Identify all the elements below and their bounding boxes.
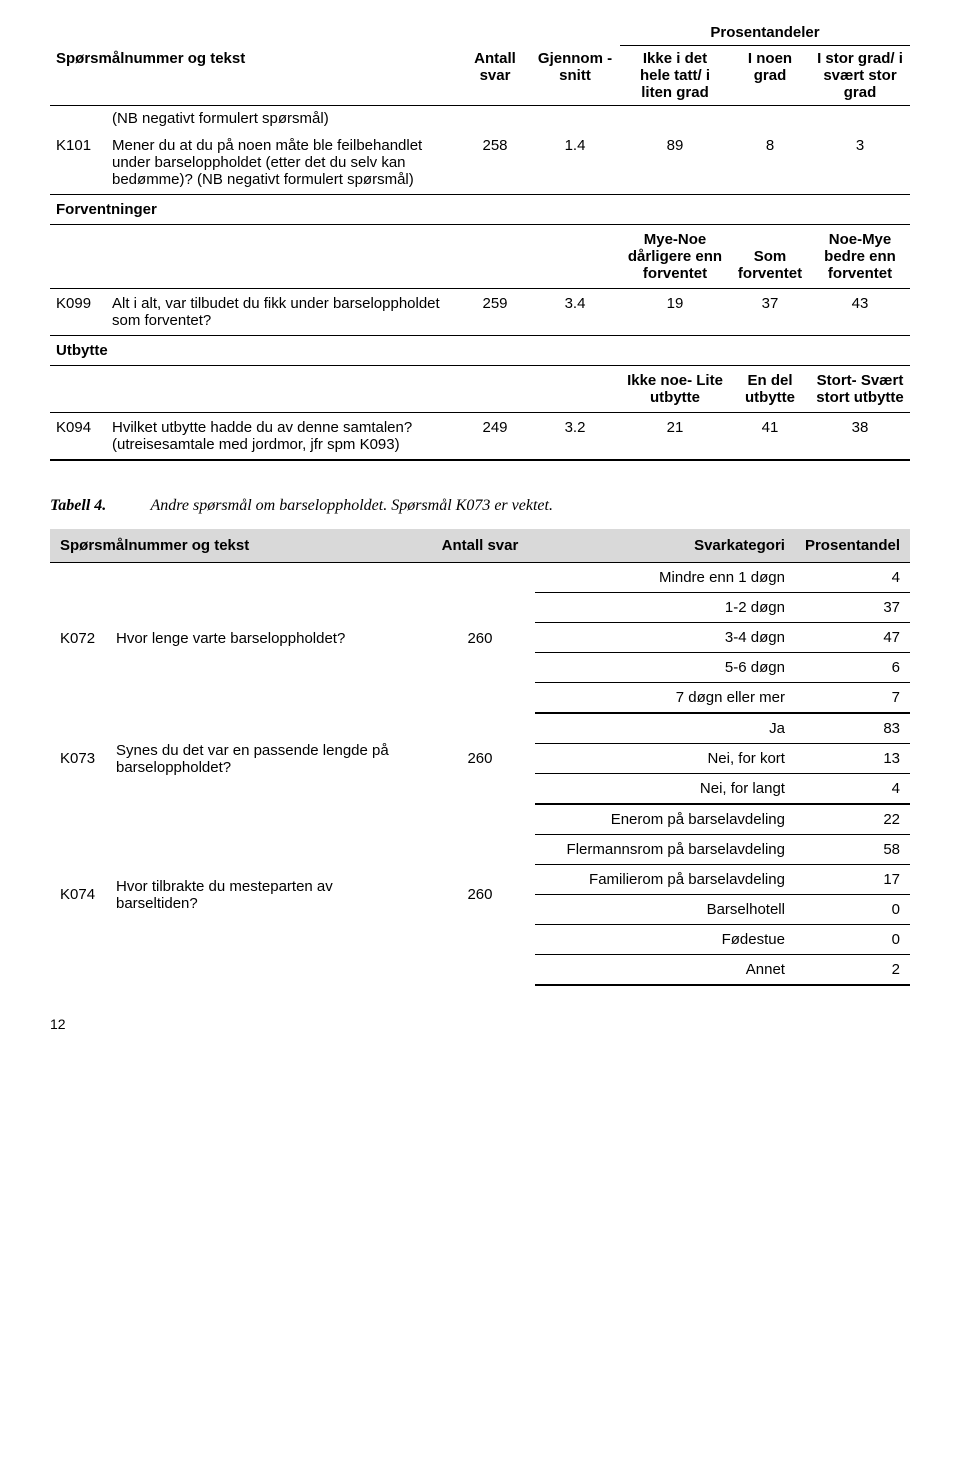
table-row: (NB negativt formulert spørsmål) bbox=[50, 106, 910, 132]
subheader-utbytte: Ikke noe- Lite utbytte En del utbytte St… bbox=[50, 366, 910, 413]
cell-percent: 83 bbox=[795, 713, 910, 744]
table-row: K074 Hvor tilbrakte du mesteparten av ba… bbox=[50, 804, 910, 835]
cell-percent: 22 bbox=[795, 804, 910, 835]
cell-percent: 4 bbox=[795, 563, 910, 593]
page-number: 12 bbox=[50, 1016, 910, 1032]
cell-percent: 7 bbox=[795, 683, 910, 714]
cell-percent: 4 bbox=[795, 774, 910, 805]
table-row: K073 Synes du det var en passende lengde… bbox=[50, 713, 910, 744]
cell-v3: 43 bbox=[810, 289, 910, 336]
cell-antall: 259 bbox=[460, 289, 530, 336]
q-code: K074 bbox=[50, 804, 106, 985]
header-antall: Antall svar bbox=[460, 46, 530, 106]
header-c2: I noen grad bbox=[730, 46, 810, 106]
t2-header-antall: Antall svar bbox=[425, 529, 535, 563]
cell-percent: 47 bbox=[795, 623, 910, 653]
cell-percent: 0 bbox=[795, 925, 910, 955]
cell-snitt: 3.4 bbox=[530, 289, 620, 336]
cell-category: Flermannsrom på barselavdeling bbox=[535, 835, 795, 865]
subhdr-c3: Noe-Mye bedre enn forventet bbox=[810, 225, 910, 289]
q-code: K072 bbox=[50, 563, 106, 714]
q-text: Alt i alt, var tilbudet du fikk under ba… bbox=[106, 289, 460, 336]
subhdr-c2: En del utbytte bbox=[730, 366, 810, 413]
cell-category: 3-4 døgn bbox=[535, 623, 795, 653]
cell-antall: 260 bbox=[425, 804, 535, 985]
cell-category: Ja bbox=[535, 713, 795, 744]
table-other-questions: Spørsmålnummer og tekst Antall svar Svar… bbox=[50, 529, 910, 986]
cell-category: 1-2 døgn bbox=[535, 593, 795, 623]
cell-snitt: 1.4 bbox=[530, 131, 620, 195]
section-utbytte: Utbytte bbox=[50, 336, 910, 366]
table-row: K099 Alt i alt, var tilbudet du fikk und… bbox=[50, 289, 910, 336]
cell-percent: 37 bbox=[795, 593, 910, 623]
q-code: K073 bbox=[50, 713, 106, 804]
section-forventninger: Forventninger bbox=[50, 195, 910, 225]
q-text: Mener du at du på noen måte ble feilbeha… bbox=[106, 131, 460, 195]
subheader-forventninger: Mye-Noe dårligere enn forventet Som forv… bbox=[50, 225, 910, 289]
cell-category: Mindre enn 1 døgn bbox=[535, 563, 795, 593]
q-code: K101 bbox=[50, 131, 106, 195]
section-label: Forventninger bbox=[50, 195, 910, 225]
cell-category: Familierom på barselavdeling bbox=[535, 865, 795, 895]
table-row: K094 Hvilket utbytte hadde du av denne s… bbox=[50, 413, 910, 461]
cell-snitt: 3.2 bbox=[530, 413, 620, 461]
t2-header-kategori: Svarkategori bbox=[535, 529, 795, 563]
cell-category: Barselhotell bbox=[535, 895, 795, 925]
cell-percent: 13 bbox=[795, 744, 910, 774]
table4-caption: Tabell 4. Andre spørsmål om barselopphol… bbox=[50, 497, 910, 515]
cell-percent: 2 bbox=[795, 955, 910, 986]
cell-antall: 260 bbox=[425, 713, 535, 804]
header-c3: I stor grad/ i svært stor grad bbox=[810, 46, 910, 106]
cell-v1: 19 bbox=[620, 289, 730, 336]
cell-percent: 17 bbox=[795, 865, 910, 895]
header-snitt: Gjennom -snitt bbox=[530, 46, 620, 106]
subhdr-c1: Mye-Noe dårligere enn forventet bbox=[620, 225, 730, 289]
cell-v1: 21 bbox=[620, 413, 730, 461]
cell-antall: 260 bbox=[425, 563, 535, 714]
cell-v2: 41 bbox=[730, 413, 810, 461]
cell-antall: 258 bbox=[460, 131, 530, 195]
nb-note: (NB negativt formulert spørsmål) bbox=[106, 106, 460, 132]
cell-percent: 58 bbox=[795, 835, 910, 865]
q-text: Hvor tilbrakte du mesteparten av barselt… bbox=[106, 804, 425, 985]
cell-v1: 89 bbox=[620, 131, 730, 195]
cell-category: Fødestue bbox=[535, 925, 795, 955]
q-code: K094 bbox=[50, 413, 106, 461]
cell-category: 7 døgn eller mer bbox=[535, 683, 795, 714]
q-text: Hvor lenge varte barseloppholdet? bbox=[106, 563, 425, 714]
cell-v2: 8 bbox=[730, 131, 810, 195]
caption-text: Andre spørsmål om barseloppholdet. Spørs… bbox=[150, 497, 552, 514]
subhdr-c2: Som forventet bbox=[730, 225, 810, 289]
cell-percent: 6 bbox=[795, 653, 910, 683]
subhdr-c1: Ikke noe- Lite utbytte bbox=[620, 366, 730, 413]
header-c1: Ikke i det hele tatt/ i liten grad bbox=[620, 46, 730, 106]
cell-v3: 3 bbox=[810, 131, 910, 195]
subhdr-c3: Stort- Svært stort utbytte bbox=[810, 366, 910, 413]
cell-v3: 38 bbox=[810, 413, 910, 461]
cell-antall: 249 bbox=[460, 413, 530, 461]
q-text: Hvilket utbytte hadde du av denne samtal… bbox=[106, 413, 460, 461]
cell-category: Nei, for langt bbox=[535, 774, 795, 805]
table-row: K072 Hvor lenge varte barseloppholdet? 2… bbox=[50, 563, 910, 593]
cell-category: Annet bbox=[535, 955, 795, 986]
cell-category: 5-6 døgn bbox=[535, 653, 795, 683]
t2-header-prosent: Prosentandel bbox=[795, 529, 910, 563]
header-prosentandeler: Prosentandeler bbox=[620, 20, 910, 46]
cell-v2: 37 bbox=[730, 289, 810, 336]
table-row: K101 Mener du at du på noen måte ble fei… bbox=[50, 131, 910, 195]
section-label: Utbytte bbox=[50, 336, 910, 366]
cell-percent: 0 bbox=[795, 895, 910, 925]
q-code: K099 bbox=[50, 289, 106, 336]
cell-category: Enerom på barselavdeling bbox=[535, 804, 795, 835]
cell-category: Nei, for kort bbox=[535, 744, 795, 774]
table-percentages: Prosentandeler Spørsmålnummer og tekst A… bbox=[50, 20, 910, 461]
q-text: Synes du det var en passende lengde på b… bbox=[106, 713, 425, 804]
header-question: Spørsmålnummer og tekst bbox=[50, 46, 460, 106]
caption-label: Tabell 4. bbox=[50, 497, 106, 514]
t2-header-question: Spørsmålnummer og tekst bbox=[50, 529, 425, 563]
